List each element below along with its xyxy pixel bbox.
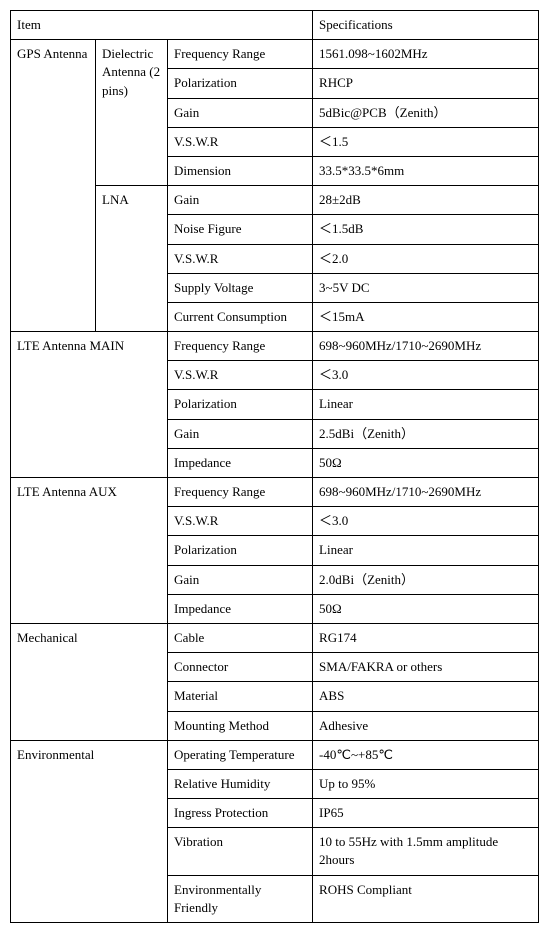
value-cell: ＜3.0 — [313, 361, 539, 390]
value-cell: 2.5dBi（Zenith） — [313, 419, 539, 448]
value-cell: ＜15mA — [313, 302, 539, 331]
param-cell: Gain — [168, 98, 313, 127]
param-cell: Supply Voltage — [168, 273, 313, 302]
value-cell: Up to 95% — [313, 769, 539, 798]
subsection-dielectric: Dielectric Antenna (2 pins) — [96, 40, 168, 186]
value-cell: SMA/FAKRA or others — [313, 653, 539, 682]
section-gps: GPS Antenna — [11, 40, 96, 332]
value-cell: ROHS Compliant — [313, 875, 539, 922]
param-cell: Cable — [168, 623, 313, 652]
value-cell: 3~5V DC — [313, 273, 539, 302]
spec-table: Item Specifications GPS Antenna Dielectr… — [10, 10, 539, 923]
value-cell: Adhesive — [313, 711, 539, 740]
value-cell: 5dBic@PCB（Zenith） — [313, 98, 539, 127]
section-lte-aux: LTE Antenna AUX — [11, 478, 168, 624]
header-spec: Specifications — [313, 11, 539, 40]
param-cell: Relative Humidity — [168, 769, 313, 798]
param-cell: Dimension — [168, 156, 313, 185]
value-cell: ＜2.0 — [313, 244, 539, 273]
value-cell: 33.5*33.5*6mm — [313, 156, 539, 185]
value-cell: 50Ω — [313, 594, 539, 623]
param-cell: Gain — [168, 565, 313, 594]
param-cell: Frequency Range — [168, 40, 313, 69]
value-cell: ABS — [313, 682, 539, 711]
param-cell: Environmentally Friendly — [168, 875, 313, 922]
param-cell: Noise Figure — [168, 215, 313, 244]
value-cell: 698~960MHz/1710~2690MHz — [313, 478, 539, 507]
value-cell: RHCP — [313, 69, 539, 98]
param-cell: V.S.W.R — [168, 507, 313, 536]
param-cell: Current Consumption — [168, 302, 313, 331]
subsection-lna: LNA — [96, 186, 168, 332]
header-item: Item — [11, 11, 313, 40]
table-row: Environmental Operating Temperature -40℃… — [11, 740, 539, 769]
section-mechanical: Mechanical — [11, 623, 168, 740]
param-cell: Polarization — [168, 536, 313, 565]
param-cell: Ingress Protection — [168, 799, 313, 828]
param-cell: Impedance — [168, 594, 313, 623]
value-cell: Linear — [313, 536, 539, 565]
table-row: LTE Antenna MAIN Frequency Range 698~960… — [11, 332, 539, 361]
value-cell: RG174 — [313, 623, 539, 652]
param-cell: Material — [168, 682, 313, 711]
table-row: LTE Antenna AUX Frequency Range 698~960M… — [11, 478, 539, 507]
value-cell: ＜1.5dB — [313, 215, 539, 244]
value-cell: IP65 — [313, 799, 539, 828]
table-header-row: Item Specifications — [11, 11, 539, 40]
value-cell: ＜1.5 — [313, 127, 539, 156]
section-lte-main: LTE Antenna MAIN — [11, 332, 168, 478]
value-cell: 1561.098~1602MHz — [313, 40, 539, 69]
table-row: GPS Antenna Dielectric Antenna (2 pins) … — [11, 40, 539, 69]
param-cell: V.S.W.R — [168, 361, 313, 390]
param-cell: Mounting Method — [168, 711, 313, 740]
param-cell: Vibration — [168, 828, 313, 875]
param-cell: Gain — [168, 419, 313, 448]
value-cell: 698~960MHz/1710~2690MHz — [313, 332, 539, 361]
value-cell: 28±2dB — [313, 186, 539, 215]
param-cell: Gain — [168, 186, 313, 215]
value-cell: 10 to 55Hz with 1.5mm amplitude 2hours — [313, 828, 539, 875]
param-cell: Polarization — [168, 390, 313, 419]
param-cell: Operating Temperature — [168, 740, 313, 769]
param-cell: Frequency Range — [168, 332, 313, 361]
section-environmental: Environmental — [11, 740, 168, 922]
value-cell: -40℃~+85℃ — [313, 740, 539, 769]
value-cell: Linear — [313, 390, 539, 419]
value-cell: 2.0dBi（Zenith） — [313, 565, 539, 594]
param-cell: V.S.W.R — [168, 127, 313, 156]
param-cell: Polarization — [168, 69, 313, 98]
table-row: Mechanical Cable RG174 — [11, 623, 539, 652]
param-cell: Impedance — [168, 448, 313, 477]
value-cell: ＜3.0 — [313, 507, 539, 536]
param-cell: Connector — [168, 653, 313, 682]
param-cell: Frequency Range — [168, 478, 313, 507]
param-cell: V.S.W.R — [168, 244, 313, 273]
value-cell: 50Ω — [313, 448, 539, 477]
